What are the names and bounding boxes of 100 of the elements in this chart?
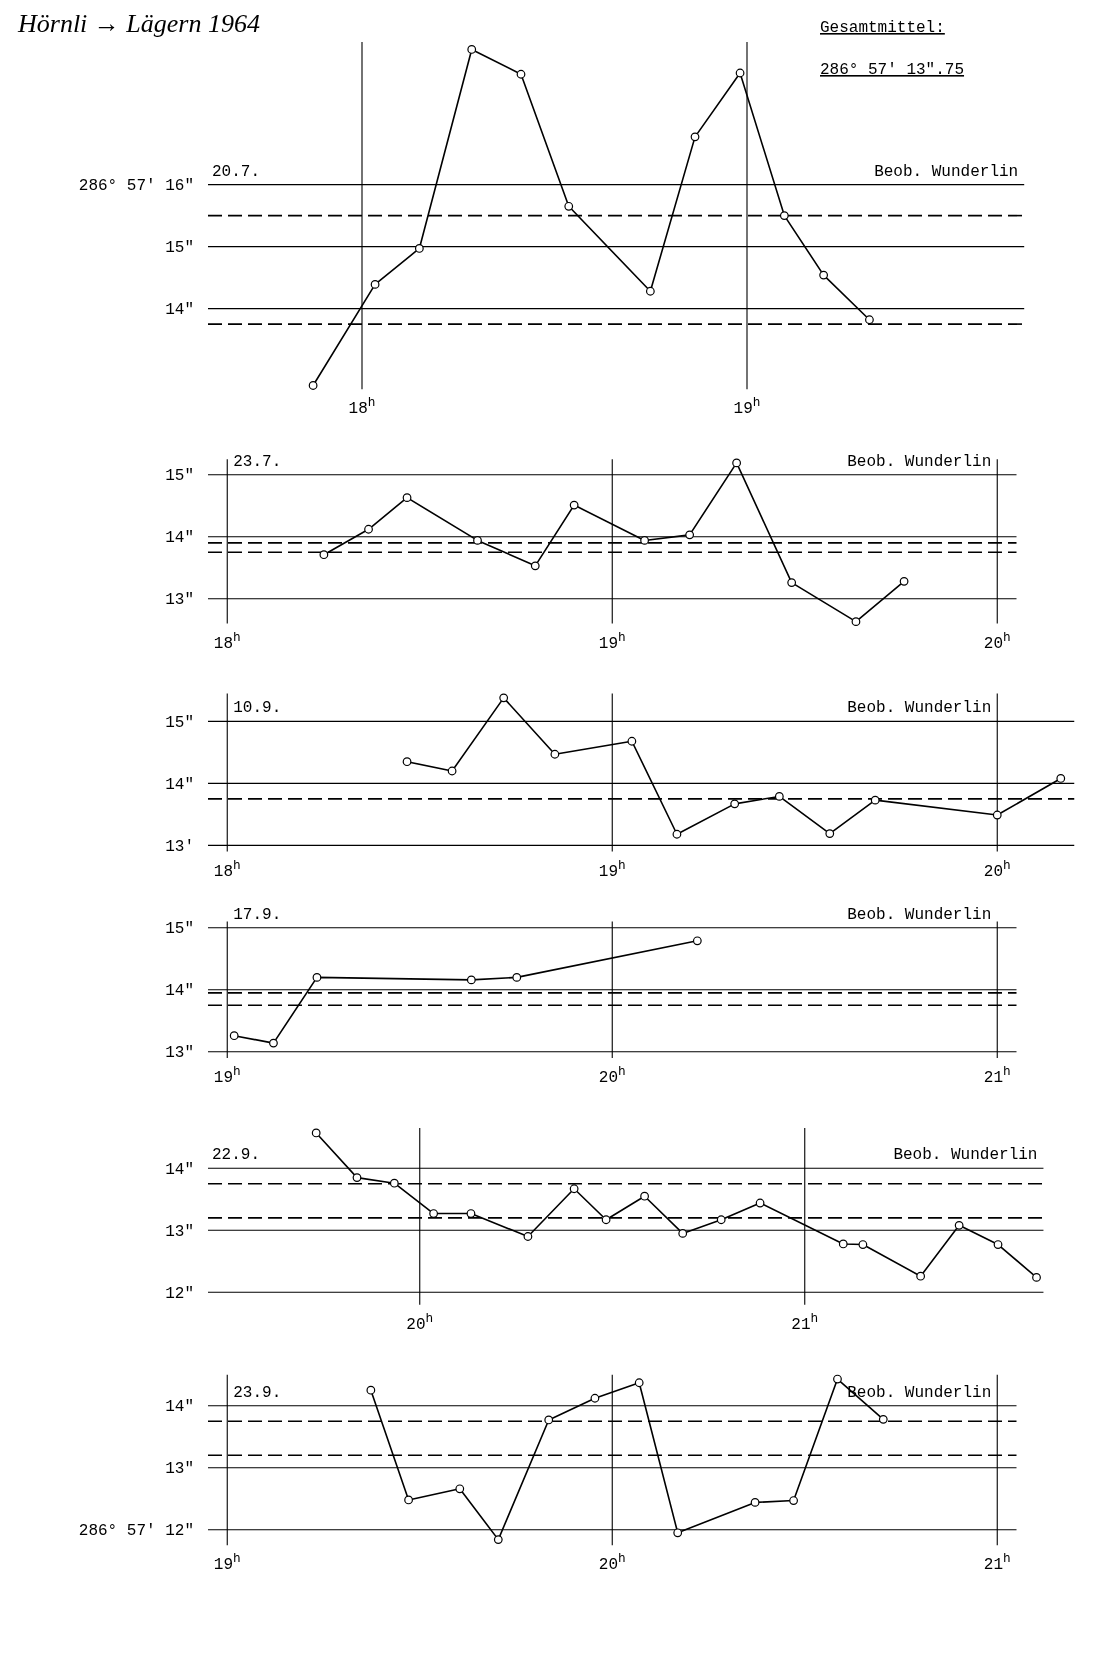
chart-title: 17.9. [233,905,282,924]
point [366,1385,376,1395]
point [569,500,579,510]
point [229,1031,239,1041]
point [493,1535,503,1545]
x-tick-label: 21$^{h}$ [983,1550,1011,1575]
point [269,1038,278,1048]
point [352,1173,362,1182]
point [692,936,702,946]
x-tick-label: 19$^{h}$ [213,1063,241,1087]
point [833,1374,842,1384]
point [516,69,526,79]
x-tick-label: 20$^{h}$ [598,1550,626,1575]
point [645,286,655,296]
point [774,792,784,801]
point [311,1128,321,1138]
point [455,1484,465,1494]
annotation: 286° 57' 13".75 [820,61,965,79]
point [312,973,322,982]
point [466,975,476,985]
x-tick-label: 18$^{h}$ [348,394,376,419]
point [627,736,637,746]
point [993,1240,1003,1249]
y-tick-label: 15" [165,920,194,939]
point [851,617,861,627]
y-tick-label: 13" [165,1460,194,1479]
point [414,244,424,253]
point [1056,774,1066,783]
point [523,1232,533,1241]
y-tick-label: 15" [165,467,194,486]
point [673,1528,683,1538]
y-tick-label: 14" [165,1160,194,1179]
point [569,1184,579,1194]
x-tick-label: 19$^{h}$ [213,1550,241,1575]
point [640,1191,649,1201]
y-tick-label: 13" [165,1044,194,1063]
point [308,381,318,390]
point [389,1178,399,1188]
y-tick-label: 15" [165,239,194,258]
y-tick-label: 286° 57' 12" [78,1522,194,1541]
point [364,524,373,534]
point [370,280,380,289]
point [916,1271,926,1281]
text: Hörnli → Lägern 1964 [17,9,260,38]
y-tick-label: 14" [165,529,194,548]
point [787,578,797,587]
y-tick-label: 12" [165,1284,194,1303]
point [878,1414,888,1424]
x-tick-label: 21$^{h}$ [791,1310,819,1334]
point [779,211,789,220]
y-tick-label: 14" [165,1398,194,1417]
point [672,829,682,839]
point [870,795,880,805]
point [429,1209,439,1218]
annotation: Beob. Wunderlin [847,452,992,471]
annotation: Beob. Wunderlin [847,905,992,924]
point [716,1215,726,1225]
x-tick-label: 19$^{h}$ [733,394,761,419]
point [402,757,412,767]
point [992,810,1002,820]
point [954,1220,964,1230]
y-tick-label: 13" [165,1222,194,1241]
x-tick-label: 19$^{h}$ [598,857,626,881]
point [530,561,540,571]
x-tick-label: 21$^{h}$ [983,1063,1011,1087]
y-tick-label: 14" [165,301,194,320]
point [499,693,509,703]
text: 22.9. [212,1146,261,1165]
x-tick-label: 20$^{h}$ [598,1063,626,1087]
x-tick-label: 18$^{h}$ [213,857,241,881]
y-tick-label: 15" [165,714,194,732]
point [447,766,457,776]
y-tick-label: 13' [165,838,194,856]
x-tick-label: 20$^{h}$ [983,629,1011,653]
text: Gesamtmittel: [820,19,945,37]
point [512,973,522,982]
point [402,493,412,503]
point [865,315,874,325]
point [755,1198,765,1208]
annotation: Beob. Wunderlin [847,699,992,718]
point [730,799,740,809]
point [732,458,742,468]
point [899,576,909,586]
point [564,201,574,211]
point [690,132,700,142]
y-tick-label: 14" [165,982,194,1001]
point [819,270,829,280]
point [404,1495,413,1505]
point [789,1496,798,1505]
point [550,749,560,759]
point [1032,1273,1041,1282]
point [838,1239,848,1249]
y-tick-label: 14" [165,776,194,794]
point [678,1229,688,1238]
point [858,1240,868,1249]
point [319,550,329,560]
point [825,829,835,839]
x-tick-label: 19$^{h}$ [598,629,626,653]
point [473,536,482,545]
text: 23.9. [233,1383,282,1402]
